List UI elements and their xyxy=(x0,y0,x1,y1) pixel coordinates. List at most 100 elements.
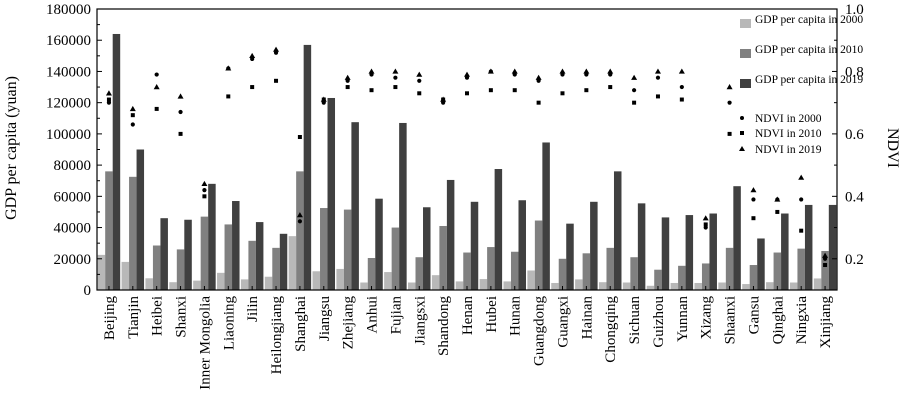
ndvi-square-17 xyxy=(512,88,517,93)
ndvi-square-2 xyxy=(154,106,159,111)
bar-2010-4 xyxy=(200,216,209,290)
bar-2019-16 xyxy=(494,169,503,290)
ndvi-square-4 xyxy=(202,194,207,199)
bar-2019-22 xyxy=(637,203,646,290)
bar-2019-15 xyxy=(470,201,479,290)
bar-2010-21 xyxy=(606,247,614,290)
bar-2019-1 xyxy=(136,149,145,290)
bar-2000-21 xyxy=(598,282,607,290)
ndvi-triangle-11 xyxy=(368,68,375,74)
bar-2000-13 xyxy=(408,282,416,290)
ndvi-triangle-0 xyxy=(105,90,112,96)
bar-2000-25 xyxy=(694,282,702,290)
ndvi-triangle-19 xyxy=(559,68,566,74)
category-label-3: Shanxi xyxy=(174,296,190,338)
category-label-23: Guizhou xyxy=(651,296,667,348)
ndvi-square-26 xyxy=(727,131,732,136)
bar-2010-10 xyxy=(343,209,352,290)
category-label-29: Ningxia xyxy=(794,296,810,345)
category-label-30: Xinjiang xyxy=(818,296,834,349)
ndvi-triangle-20 xyxy=(583,68,590,74)
ndvi-triangle-5 xyxy=(225,65,232,71)
bar-2019-2 xyxy=(160,218,168,290)
bar-2019-0 xyxy=(112,33,121,290)
y-tick-label-4: 80000 xyxy=(54,158,92,174)
legend-label-2019: GDP per capita in 2019 xyxy=(755,74,863,86)
ndvi-square-24 xyxy=(679,97,684,102)
ndvi-circle-24 xyxy=(679,84,684,90)
bar-2000-18 xyxy=(527,270,535,290)
ndvi-circle-26 xyxy=(727,100,732,105)
ndvi-triangle-15 xyxy=(464,71,470,77)
ndvi-square-27 xyxy=(751,216,756,221)
bar-2019-17 xyxy=(518,200,526,290)
ndvi-triangle-26 xyxy=(726,84,733,90)
category-label-7: Heilongjiang xyxy=(269,296,285,375)
category-label-5: Liaoning xyxy=(221,296,237,351)
ndvi-square-0 xyxy=(106,97,111,102)
ndvi-triangle-17 xyxy=(511,68,518,74)
legend-marker-ndvi-2010 xyxy=(740,131,744,135)
ndvi-triangle-16 xyxy=(487,68,494,74)
bar-2000-29 xyxy=(789,282,798,290)
bar-2000-24 xyxy=(670,282,679,290)
y2-axis-title: NDVI xyxy=(884,128,900,168)
bar-2000-4 xyxy=(193,280,201,290)
ndvi-circle-12 xyxy=(393,75,398,80)
bar-2019-27 xyxy=(757,238,765,290)
bar-2000-27 xyxy=(742,284,750,290)
ndvi-triangle-23 xyxy=(654,68,661,74)
ndvi-triangle-1 xyxy=(129,105,136,112)
bar-2000-10 xyxy=(336,268,344,290)
bar-2000-22 xyxy=(622,282,631,290)
bar-2010-20 xyxy=(582,253,591,290)
category-label-15: Henan xyxy=(460,296,476,336)
bar-2019-5 xyxy=(232,201,240,290)
ndvi-triangle-22 xyxy=(631,74,638,80)
bar-2000-26 xyxy=(718,282,726,290)
bar-2019-24 xyxy=(685,215,694,290)
bar-2000-9 xyxy=(312,271,321,290)
ndvi-square-30 xyxy=(823,263,828,268)
bar-2019-19 xyxy=(566,223,574,290)
legend-label-ndvi-2019: NDVI in 2019 xyxy=(755,144,822,156)
bar-2010-5 xyxy=(224,224,233,290)
ndvi-circle-22 xyxy=(632,88,637,93)
bar-2010-19 xyxy=(558,258,567,290)
legend-label-ndvi-2000: NDVI in 2000 xyxy=(755,113,822,125)
y-tick-label-6: 120000 xyxy=(46,96,91,112)
bar-2000-28 xyxy=(766,282,774,290)
bar-2010-6 xyxy=(248,240,256,290)
category-label-28: Qinghai xyxy=(770,296,786,344)
y2-tick-label-3: 0.8 xyxy=(845,64,864,80)
bar-2010-16 xyxy=(487,247,495,290)
ndvi-triangle-12 xyxy=(392,68,399,74)
ndvi-square-13 xyxy=(417,91,422,96)
category-label-1: Tianjin xyxy=(126,296,142,339)
ndvi-triangle-6 xyxy=(249,52,256,59)
ndvi-triangle-4 xyxy=(201,180,208,187)
category-label-19: Guangxi xyxy=(555,296,571,348)
bar-2000-23 xyxy=(646,285,655,290)
legend-swatch-2019 xyxy=(740,79,751,88)
ndvi-circle-23 xyxy=(655,75,661,80)
bar-2019-4 xyxy=(208,183,216,290)
bar-2019-13 xyxy=(423,207,431,290)
bar-2000-11 xyxy=(360,282,368,290)
y2-tick-label-2: 0.6 xyxy=(845,127,864,143)
bar-2019-18 xyxy=(542,142,550,290)
bar-2000-5 xyxy=(217,272,225,290)
bar-2010-3 xyxy=(176,249,185,290)
ndvi-square-7 xyxy=(274,78,279,83)
ndvi-square-20 xyxy=(584,88,589,93)
bar-2010-14 xyxy=(439,225,447,290)
bar-2019-7 xyxy=(279,233,288,290)
y-tick-label-0: 0 xyxy=(84,283,92,299)
bar-2010-28 xyxy=(773,252,782,290)
bar-2010-15 xyxy=(463,252,471,290)
bar-2010-30 xyxy=(821,250,829,290)
bar-2019-10 xyxy=(351,122,359,291)
ndvi-triangle-25 xyxy=(702,215,709,221)
ndvi-square-10 xyxy=(345,85,350,90)
category-labels: Beijing Tianjin Heibei Shanxi Inner Mongolia… xyxy=(102,286,834,390)
